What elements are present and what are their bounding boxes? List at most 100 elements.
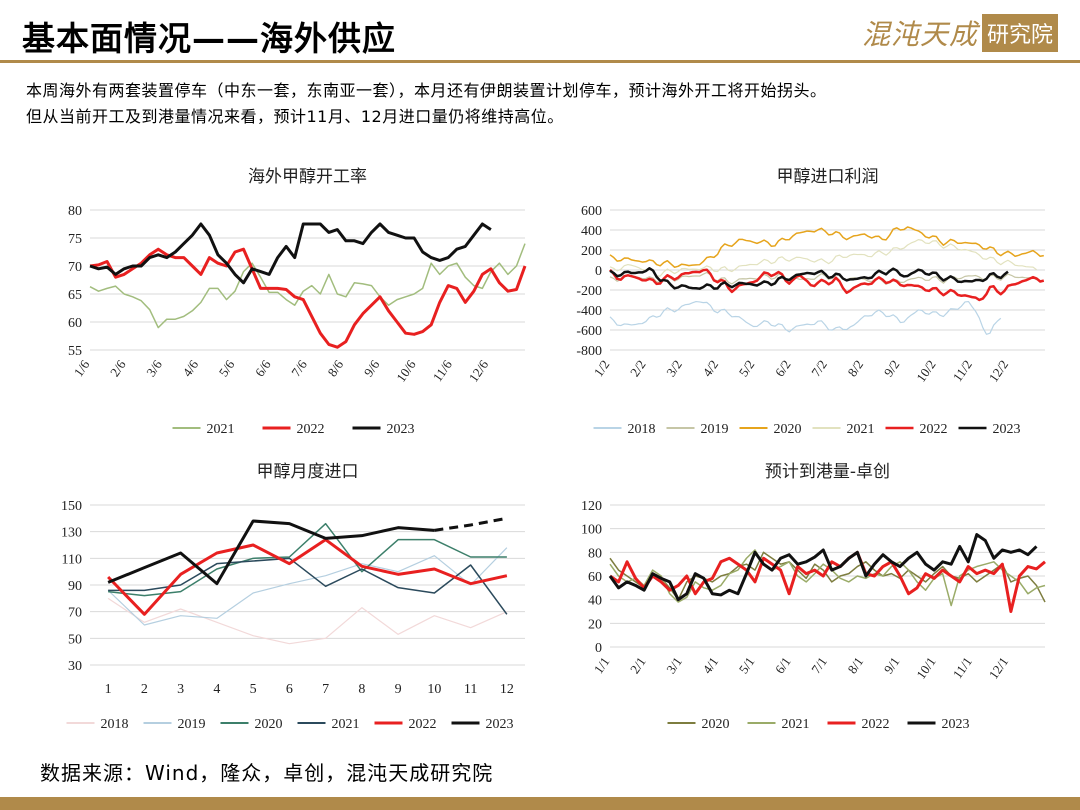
brand-logo: 混沌天成 研究院	[862, 12, 1058, 54]
summary-line-1: 本周海外有两套装置停车（中东一套，东南亚一套），本月还有伊朗装置计划停车，预计海…	[26, 81, 827, 100]
x-tick-label: 5/1	[736, 654, 758, 676]
x-tick-label: 9/2	[881, 357, 903, 379]
legend-label-2022: 2022	[862, 717, 890, 732]
legend-label-2021: 2021	[207, 422, 235, 437]
y-tick-label: 200	[581, 244, 602, 259]
series-line-2020	[108, 522, 507, 597]
x-tick-label: 5/2	[736, 357, 758, 379]
legend-label-2021: 2021	[847, 422, 875, 437]
x-tick-label: 2/1	[627, 654, 649, 676]
y-tick-label: 20	[588, 617, 602, 632]
x-tick-label: 1/6	[71, 357, 93, 380]
series-line-2021	[609, 239, 1037, 277]
legend-label-2023: 2023	[942, 717, 970, 732]
y-tick-label: 0	[595, 641, 602, 656]
y-tick-label: 55	[68, 344, 82, 359]
y-tick-label: 60	[588, 570, 602, 585]
y-tick-label: 70	[68, 260, 82, 275]
x-tick-label: 2/6	[107, 357, 129, 380]
series-line-2022	[609, 550, 1046, 613]
legend-label-2020: 2020	[702, 717, 730, 732]
chart-title: 甲醇月度进口	[257, 462, 359, 482]
x-tick-label: 6/6	[252, 357, 274, 380]
x-tick-label: 6/1	[772, 654, 794, 676]
y-tick-label: 0	[595, 264, 602, 279]
x-tick-label: 7/1	[808, 654, 830, 676]
x-tick-label: 11/2	[950, 357, 975, 384]
logo-box-text: 研究院	[981, 14, 1058, 52]
y-tick-label: 30	[68, 659, 82, 674]
y-tick-label: 40	[588, 594, 602, 609]
x-tick-label: 2	[141, 682, 148, 697]
x-tick-label: 9/6	[361, 357, 383, 380]
x-tick-label: 10/1	[913, 654, 939, 682]
x-tick-label: 1/2	[591, 357, 613, 379]
y-tick-label: 600	[581, 204, 602, 219]
x-tick-label: 10	[427, 682, 441, 697]
x-tick-label: 11	[464, 682, 477, 697]
x-tick-label: 9	[395, 682, 402, 697]
series-line-2023	[609, 267, 1009, 290]
legend-label-2021: 2021	[782, 717, 810, 732]
legend-label-2023: 2023	[387, 422, 415, 437]
x-tick-label: 1	[105, 682, 112, 697]
chart-title: 海外甲醇开工率	[248, 167, 367, 187]
legend-label-2020: 2020	[774, 422, 802, 437]
x-tick-label: 10/2	[913, 357, 939, 385]
series-line-2018	[609, 300, 1002, 335]
series-line-2019	[609, 271, 1037, 285]
legend-label-2023: 2023	[486, 717, 514, 732]
x-tick-label: 4/1	[699, 654, 721, 676]
series-line-2022	[609, 268, 1045, 302]
x-tick-label: 5/6	[216, 357, 238, 380]
x-tick-label: 3	[177, 682, 184, 697]
legend-label-2019: 2019	[701, 422, 729, 437]
summary-text: 本周海外有两套装置停车（中东一套，东南亚一套），本月还有伊朗装置计划停车，预计海…	[26, 78, 1066, 130]
series-line-2021	[108, 557, 508, 615]
x-tick-label: 11/6	[430, 357, 456, 385]
x-tick-label: 3/1	[663, 654, 685, 676]
summary-line-2: 但从当前开工及到港量情况来看，预计11月、12月进口量仍将维持高位。	[26, 107, 564, 126]
series-line-2018	[107, 597, 508, 645]
legend-label-2022: 2022	[297, 422, 325, 437]
x-tick-label: 4/2	[699, 357, 721, 379]
x-tick-label: 7/6	[288, 357, 310, 380]
x-tick-label: 8/1	[844, 654, 866, 676]
x-tick-label: 12/2	[986, 357, 1012, 385]
x-tick-label: 11/1	[950, 654, 975, 681]
x-tick-label: 4/6	[179, 357, 201, 380]
legend-label-2021: 2021	[332, 717, 360, 732]
x-tick-label: 2/2	[627, 357, 649, 379]
bottom-bar	[0, 797, 1080, 810]
legend-label-2022: 2022	[920, 422, 948, 437]
x-tick-label: 5	[250, 682, 257, 697]
y-tick-label: 65	[68, 288, 82, 303]
legend-label-2018: 2018	[628, 422, 656, 437]
series-line-2023	[89, 222, 492, 285]
y-tick-label: 60	[68, 316, 82, 331]
y-tick-label: 75	[68, 232, 82, 247]
x-tick-label: 6/2	[772, 357, 794, 379]
chart-title: 预计到港量-卓创	[765, 462, 890, 482]
series-forecast-2023	[434, 516, 508, 532]
y-tick-label: 80	[588, 546, 602, 561]
chart-monthly-imports: 甲醇月度进口 30 50 70 90 110 130 150 1 2 3 4 5 6 7 8 9 10 11 12 20…	[20, 455, 540, 745]
y-tick-label: 90	[68, 579, 82, 594]
series-line-2022	[107, 538, 508, 616]
data-source: 数据来源：Wind，隆众，卓创，混沌天成研究院	[40, 761, 494, 785]
y-tick-label: 110	[62, 552, 82, 567]
y-tick-label: 150	[61, 499, 82, 514]
x-tick-label: 3/2	[663, 357, 685, 379]
legend-label-2019: 2019	[178, 717, 206, 732]
x-tick-label: 3/6	[143, 357, 165, 380]
series-line-2020	[609, 551, 1046, 603]
x-tick-label: 7/2	[808, 357, 830, 379]
x-tick-label: 6	[286, 682, 293, 697]
chart-import-profit: 甲醇进口利润 -800 -600 -400 -200 0 200 400 600 1/2 2/2 3/…	[540, 160, 1060, 450]
x-tick-label: 9/1	[881, 654, 903, 676]
legend-label-2023: 2023	[993, 422, 1021, 437]
x-tick-label: 8/6	[324, 357, 346, 380]
y-tick-label: -200	[576, 284, 602, 299]
chart-overseas-operating-rate: 海外甲醇开工率 55 60 65 70 75 80 1/6 2/6 3/6 4/6 5/6 6/6 7/6…	[20, 160, 540, 450]
